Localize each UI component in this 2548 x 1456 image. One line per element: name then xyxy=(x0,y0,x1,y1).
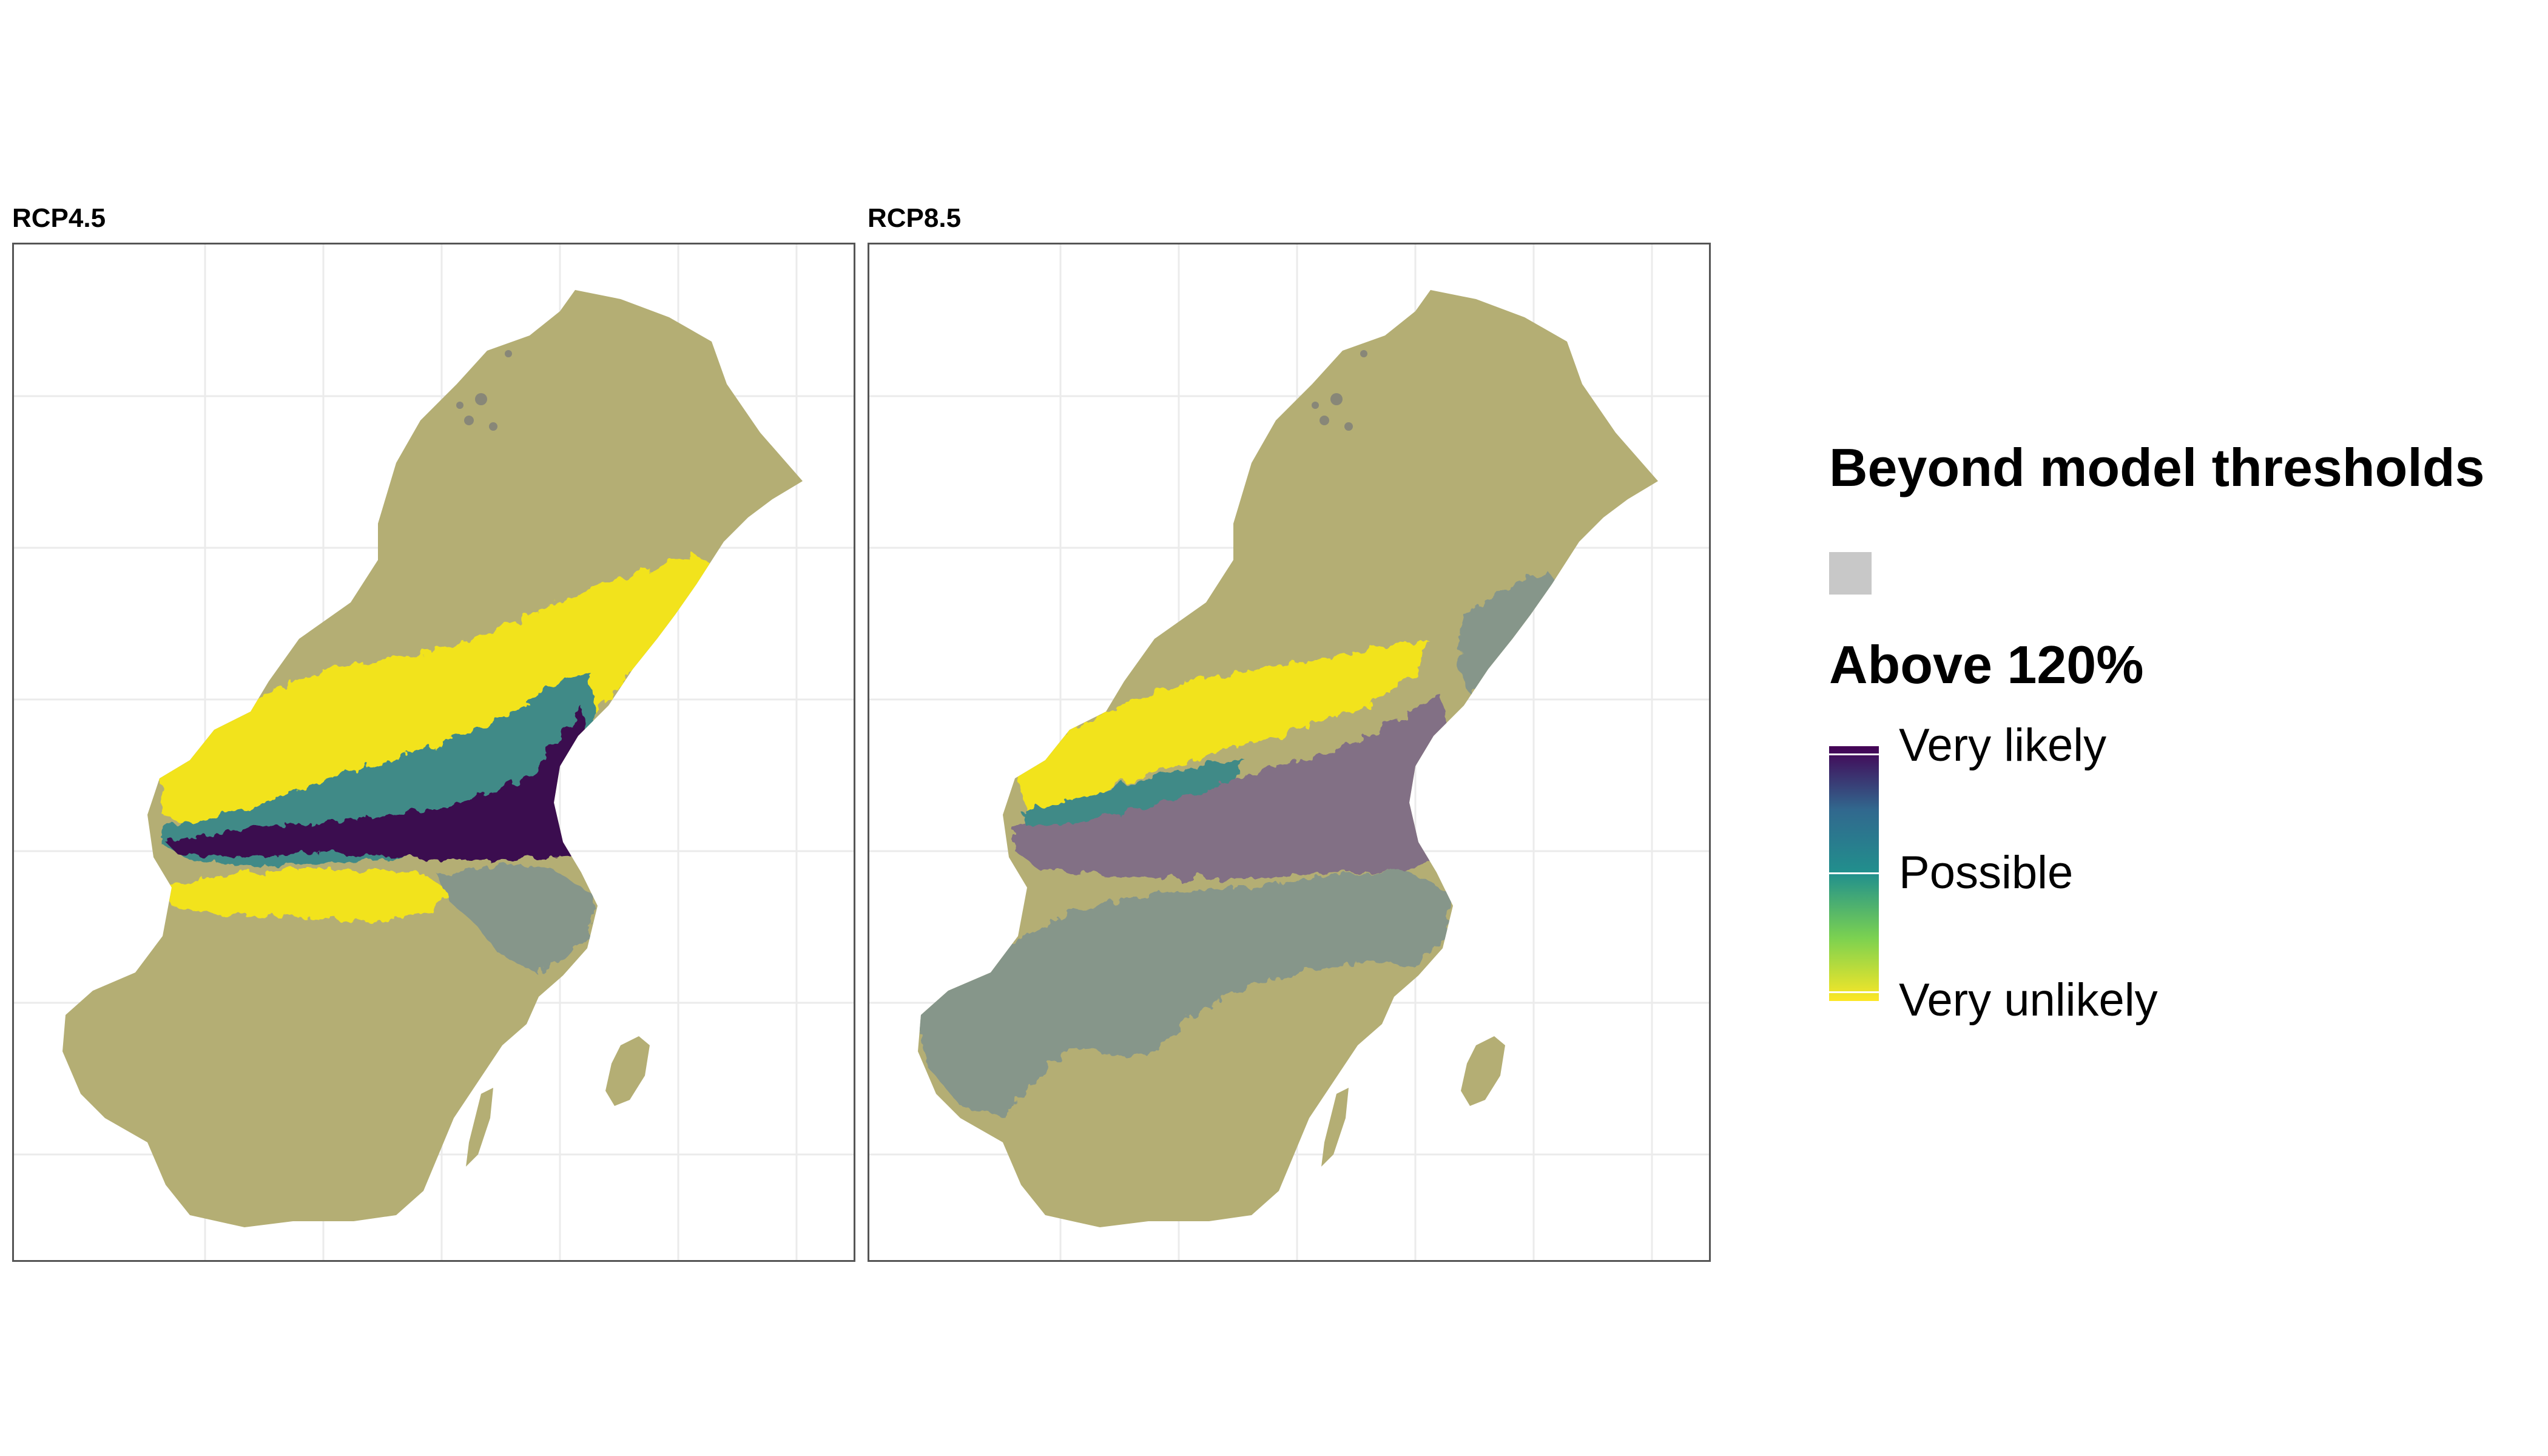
colorbar-tick-middle xyxy=(1829,872,1879,874)
colorbar-tick-bottom xyxy=(1829,991,1879,993)
zone-very-unlikely-north xyxy=(160,554,724,827)
zone-very-unlikely-south xyxy=(163,869,451,921)
zone-dim-possible xyxy=(439,863,596,972)
colorbar-tick-top xyxy=(1829,753,1879,755)
legend-colorbar xyxy=(1829,746,1879,1001)
panel-title-rcp45: RCP4.5 xyxy=(12,203,106,233)
zone-possible xyxy=(1021,760,1245,827)
zone-very-unlikely xyxy=(1015,639,1427,812)
probability-zones xyxy=(918,350,1567,1118)
zone-very-likely xyxy=(166,706,596,860)
zone-dim-likely xyxy=(1015,693,1458,878)
panel-title-rcp85: RCP8.5 xyxy=(868,203,962,233)
island-gotland xyxy=(1461,1036,1505,1106)
map-panel-rcp45 xyxy=(12,243,855,1262)
probability-zones xyxy=(160,350,724,972)
legend-label-very-likely: Very likely xyxy=(1899,720,2107,771)
island-oland xyxy=(1321,1088,1349,1167)
legend-label-possible: Possible xyxy=(1899,847,2074,898)
legend-label-very-unlikely: Very unlikely xyxy=(1899,974,2158,1026)
mountain-spots xyxy=(456,350,512,431)
legend-na-swatch xyxy=(1829,552,1872,595)
legend-title-na: Beyond model thresholds xyxy=(1829,437,2485,497)
map-rcp85 xyxy=(869,244,1709,1260)
map-panel-rcp85 xyxy=(868,243,1711,1262)
zone-dim-possible-south xyxy=(918,869,1452,1118)
mountain-spots xyxy=(1312,350,1367,431)
island-oland xyxy=(466,1088,493,1167)
island-gotland xyxy=(605,1036,650,1106)
map-rcp45 xyxy=(14,244,854,1260)
legend-title-scale: Above 120% xyxy=(1829,635,2144,695)
